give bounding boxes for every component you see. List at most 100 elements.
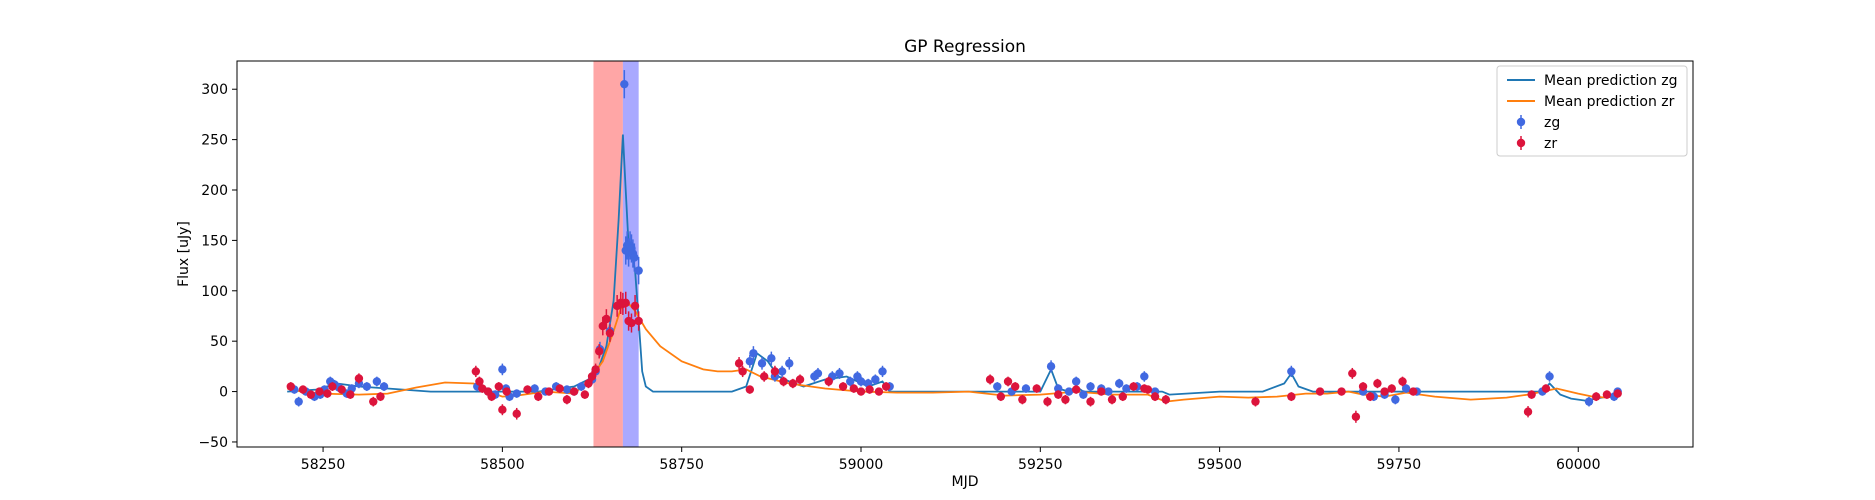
- data-point-zr: [1086, 397, 1095, 406]
- data-point-zr: [1337, 387, 1346, 396]
- data-point-zr: [759, 372, 769, 381]
- data-point-zr: [494, 382, 503, 391]
- data-point-zr: [534, 392, 543, 401]
- data-point-zg: [498, 365, 507, 374]
- data-point-zr: [475, 377, 484, 386]
- data-point-zg: [813, 369, 823, 378]
- data-point-zg: [856, 377, 866, 386]
- data-point-zr: [849, 384, 859, 393]
- x-tick-label: 58250: [301, 457, 346, 473]
- data-point-zr: [591, 365, 600, 374]
- data-point-zr: [824, 377, 833, 386]
- legend-item-zg: zg: [1516, 115, 1560, 131]
- y-tick-label: −50: [198, 435, 228, 451]
- x-tick-label: 58750: [659, 457, 704, 473]
- legend-marker-swatch: [1516, 117, 1526, 127]
- data-point-zg: [634, 266, 643, 275]
- legend-item-mean-prediction-zr: Mean prediction zr: [1507, 94, 1675, 110]
- data-point-zg: [871, 375, 880, 384]
- x-axis-label: MJD: [952, 474, 979, 490]
- data-point-zr: [865, 385, 874, 394]
- chart-title: GP Regression: [904, 37, 1026, 57]
- data-point-zr: [734, 359, 744, 368]
- data-point-zg: [362, 382, 372, 391]
- data-point-zg: [993, 382, 1002, 391]
- highlight-span-1: [593, 61, 623, 447]
- data-point-zr: [1527, 390, 1536, 399]
- data-point-zr: [1143, 385, 1153, 394]
- legend-marker-swatch: [1516, 138, 1526, 148]
- data-point-zr: [1373, 379, 1382, 388]
- data-point-zg: [767, 354, 776, 363]
- data-point-zr: [838, 382, 848, 391]
- data-point-zr: [856, 387, 866, 396]
- data-point-zr: [1118, 392, 1127, 401]
- data-point-zr: [544, 387, 554, 396]
- data-point-zg: [379, 382, 389, 391]
- x-tick-label: 59000: [839, 457, 884, 473]
- data-point-zr: [337, 385, 346, 394]
- data-point-zr: [1523, 407, 1533, 416]
- data-point-zr: [627, 318, 636, 328]
- y-tick-label: 50: [210, 334, 228, 350]
- data-point-zr: [523, 385, 532, 394]
- data-point-zg: [620, 79, 629, 89]
- data-point-zr: [498, 405, 507, 414]
- data-point-zg: [1071, 377, 1081, 386]
- data-point-zr: [1061, 395, 1070, 404]
- data-point-zg: [1545, 372, 1554, 381]
- plot-frame: [236, 60, 1694, 448]
- data-point-zg: [1391, 395, 1400, 404]
- legend-box: [1496, 65, 1688, 157]
- data-point-zg: [1140, 372, 1149, 381]
- legend-label: Mean prediction zr: [1544, 94, 1675, 110]
- data-point-zr: [1366, 392, 1375, 401]
- data-point-zr: [602, 314, 611, 324]
- data-point-zg: [1115, 379, 1124, 388]
- x-tick-label: 58500: [480, 457, 525, 473]
- data-point-zr: [1161, 395, 1171, 404]
- data-point-zg: [1046, 362, 1056, 371]
- data-point-zr: [1043, 397, 1052, 406]
- data-point-zr: [471, 367, 481, 376]
- data-point-zr: [502, 387, 511, 396]
- data-point-zr: [1541, 384, 1551, 393]
- data-point-zr: [1613, 389, 1622, 398]
- x-tick-label: 60000: [1556, 457, 1601, 473]
- data-point-zr: [286, 382, 295, 391]
- data-point-zr: [1348, 369, 1357, 378]
- data-point-zg: [1104, 387, 1113, 396]
- plot-content: [286, 61, 1622, 447]
- data-point-zr: [1380, 387, 1389, 396]
- data-point-zr: [1398, 377, 1407, 386]
- data-point-zr: [745, 385, 755, 394]
- data-point-zr: [298, 385, 308, 394]
- data-point-zr: [595, 347, 604, 356]
- data-point-zr: [795, 375, 805, 384]
- x-tick-label: 59750: [1377, 457, 1422, 473]
- data-point-zr: [584, 379, 593, 388]
- series-points-zr: [286, 291, 1622, 423]
- y-tick-label: 100: [201, 284, 228, 300]
- data-point-zg: [1401, 384, 1411, 393]
- data-point-zr: [369, 397, 378, 406]
- legend-label: zr: [1544, 136, 1557, 152]
- y-tick-label: 300: [201, 82, 228, 98]
- data-point-zr: [1018, 395, 1027, 404]
- y-tick-label: 200: [201, 183, 228, 199]
- data-point-zg: [835, 369, 844, 378]
- data-point-zr: [1351, 412, 1361, 421]
- data-point-zg: [777, 367, 787, 376]
- data-point-zr: [315, 387, 324, 396]
- data-point-zg: [1287, 367, 1296, 376]
- data-point-zr: [630, 301, 640, 311]
- data-point-zr: [770, 367, 780, 376]
- data-point-zr: [621, 298, 630, 308]
- data-point-zg: [577, 382, 586, 391]
- data-point-zr: [1287, 392, 1296, 401]
- data-point-zg: [878, 367, 887, 376]
- data-point-zr: [1150, 392, 1160, 401]
- data-point-zg: [745, 357, 755, 366]
- data-point-zr: [1054, 390, 1063, 399]
- data-point-zg: [294, 397, 303, 406]
